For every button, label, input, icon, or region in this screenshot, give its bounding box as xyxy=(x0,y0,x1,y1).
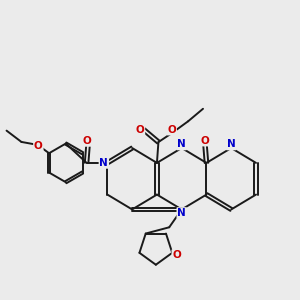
Text: O: O xyxy=(201,136,209,146)
Text: N: N xyxy=(100,158,108,168)
Text: O: O xyxy=(82,136,91,146)
Text: N: N xyxy=(177,208,186,218)
Text: O: O xyxy=(167,124,176,135)
Text: N: N xyxy=(177,140,186,149)
Text: O: O xyxy=(136,124,144,135)
Text: O: O xyxy=(34,141,43,152)
Text: O: O xyxy=(172,250,181,260)
Text: N: N xyxy=(227,140,236,149)
